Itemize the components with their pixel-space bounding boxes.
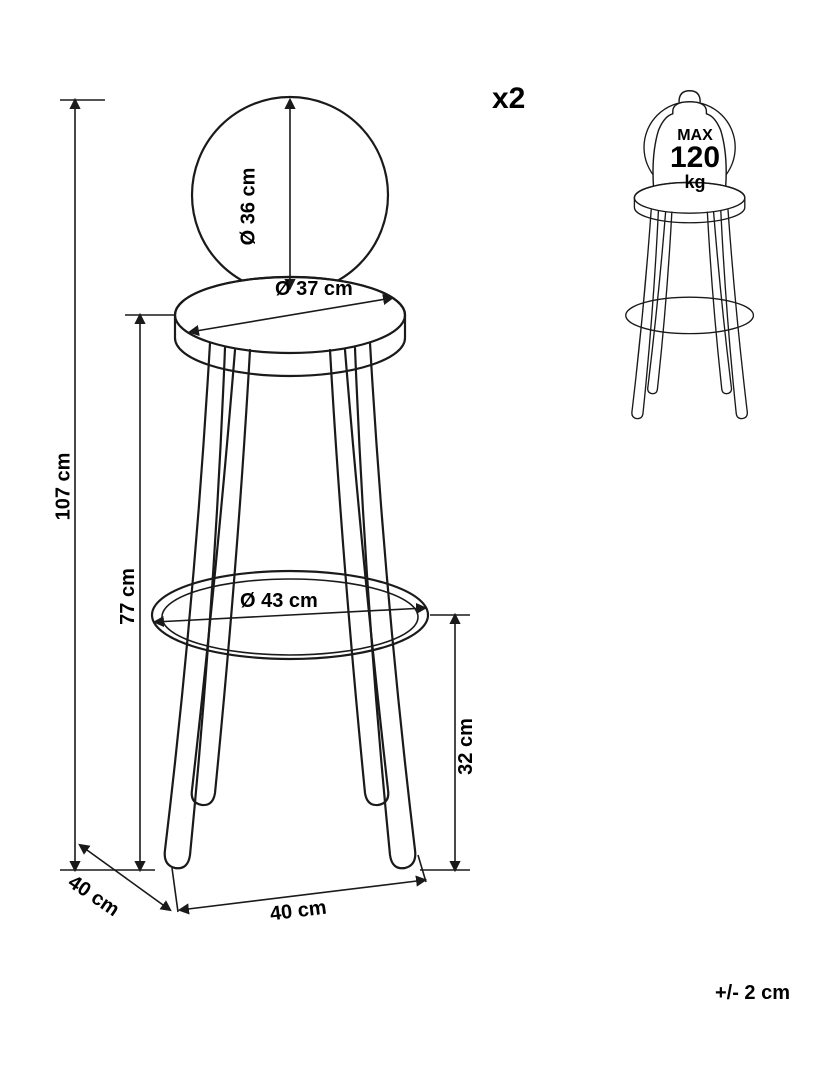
dim-footrest-height: 32 cm	[455, 718, 478, 775]
dim-total-height: 107 cm	[52, 453, 75, 521]
dim-footrest-dia: Ø 43 cm	[240, 590, 318, 613]
dim-seat-height: 77 cm	[117, 568, 140, 625]
dim-backrest-dia: Ø 36 cm	[237, 168, 260, 246]
dim-seat-dia: Ø 37 cm	[275, 278, 353, 301]
max-unit: kg	[665, 173, 725, 191]
max-value: 120	[670, 141, 720, 174]
diagram-canvas: 107 cm 77 cm Ø 36 cm Ø 37 cm Ø 43 cm 32 …	[0, 0, 830, 1080]
quantity-label: x2	[492, 82, 525, 116]
max-weight-label: MAX 120 kg	[665, 128, 725, 191]
tolerance-label: +/- 2 cm	[715, 982, 790, 1005]
